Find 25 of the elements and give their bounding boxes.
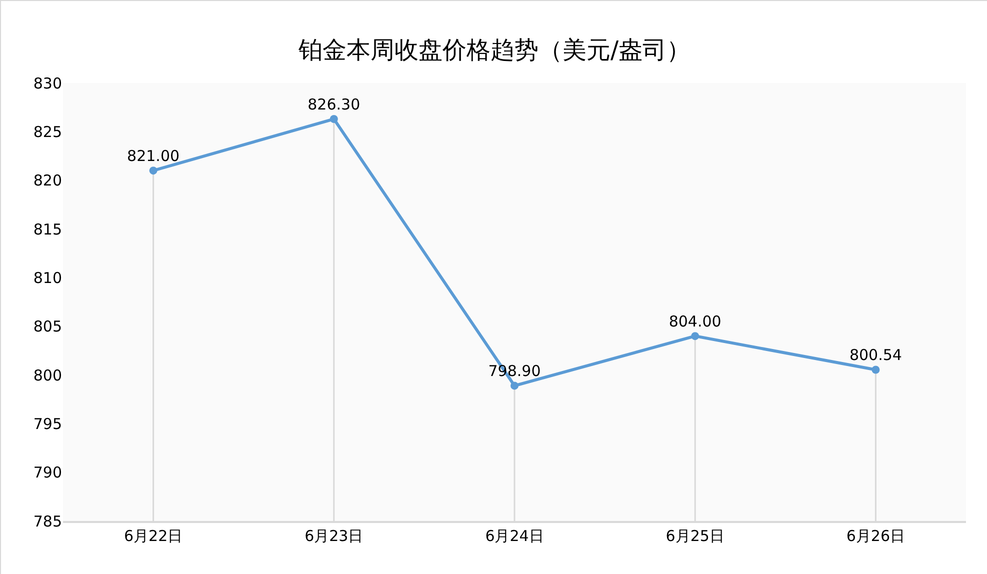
x-tick-label: 6月23日 xyxy=(304,526,364,545)
data-label: 821.00 xyxy=(127,146,180,165)
data-label: 800.54 xyxy=(849,346,902,364)
point xyxy=(691,332,700,340)
point xyxy=(330,115,338,124)
data-label: 826.30 xyxy=(308,95,360,114)
point xyxy=(510,382,518,390)
y-tick-label: 825 xyxy=(33,122,62,141)
y-tick-label: 815 xyxy=(33,220,62,238)
y-tick-label: 820 xyxy=(33,172,62,190)
y-tick-label: 800 xyxy=(33,366,62,384)
chart-title: 铂金本周收盘价格趋势（美元/盎司） xyxy=(297,36,691,64)
y-tick-label: 805 xyxy=(33,318,62,336)
data-label: 804.00 xyxy=(668,312,722,330)
y-tick-label: 790 xyxy=(33,464,62,482)
x-tick-label: 6月22日 xyxy=(124,526,183,545)
y-tick-label: 795 xyxy=(33,414,62,433)
y-tick-label: 830 xyxy=(33,74,62,92)
x-tick-label: 6月25日 xyxy=(666,526,724,545)
y-tick-label: 810 xyxy=(33,268,62,287)
point xyxy=(872,366,880,374)
point xyxy=(149,166,158,175)
x-tick-label: 6月24日 xyxy=(485,526,544,545)
x-tick-label: 6月26日 xyxy=(846,526,906,545)
y-tick-label: 785 xyxy=(33,512,62,530)
